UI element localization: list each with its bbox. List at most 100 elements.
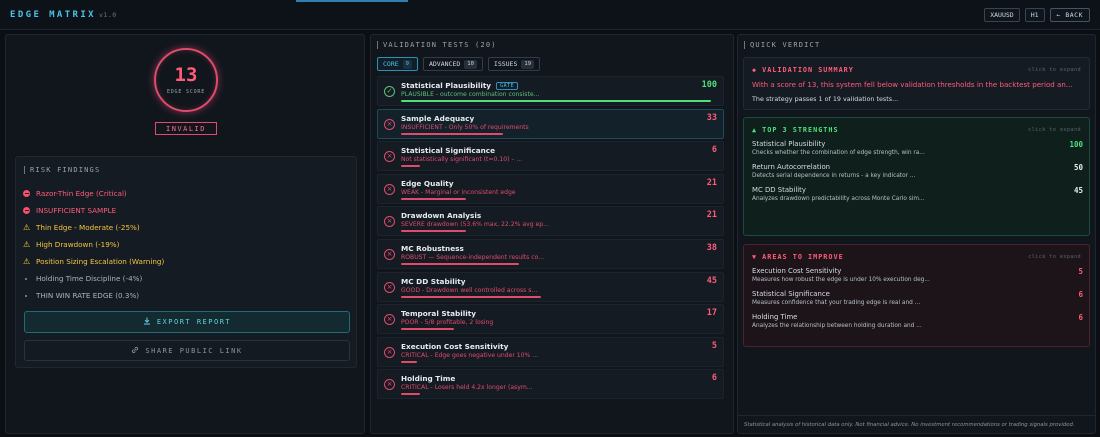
improve-expand-hint[interactable]: click to expand xyxy=(1028,254,1081,260)
test-name: Holding Time xyxy=(401,374,456,384)
test-score-bar xyxy=(401,328,454,331)
risk-finding-icon-wrap xyxy=(23,207,36,214)
improve-item[interactable]: Statistical Significance Measures confide… xyxy=(752,290,1083,313)
test-score: 45 xyxy=(706,275,717,286)
risk-finding-item: Razor-Thin Edge (Critical) xyxy=(23,185,164,202)
fail-x-icon: × xyxy=(384,379,395,391)
validation-test-row[interactable]: × Execution Cost Sensitivity CRITICAL - Ed… xyxy=(377,336,724,367)
test-description: Not statistically significant (t=0.10) –… xyxy=(401,156,523,164)
summary-heading: ◆ VALIDATION SUMMARY xyxy=(752,66,854,74)
test-score: 33 xyxy=(706,112,717,123)
strengths-item-score: 50 xyxy=(1073,163,1083,172)
test-description: WEAK - Marginal or inconsistent edge xyxy=(401,188,516,196)
strengths-item[interactable]: Statistical Plausibility Checks whether t… xyxy=(752,140,1083,163)
summary-expand-hint[interactable]: click to expand xyxy=(1028,67,1081,73)
improve-item[interactable]: Execution Cost Sensitivity Measures how r… xyxy=(752,267,1083,290)
validation-test-row[interactable]: × Statistical Significance Not statistical… xyxy=(377,141,724,172)
risk-finding-label: Razor-Thin Edge (Critical) xyxy=(36,189,127,198)
test-score-bar xyxy=(401,165,420,168)
test-score: 21 xyxy=(706,210,717,221)
score-panel: 13 EDGE SCORE INVALID RISK FINDINGS Razo… xyxy=(5,34,365,434)
strengths-item-desc: Checks whether the combination of edge s… xyxy=(752,150,925,156)
test-name: Edge Quality xyxy=(401,178,454,188)
test-description: CRITICAL - Losers held 4.2x longer (asym… xyxy=(401,384,533,392)
validation-test-row[interactable]: ✓ Statistical Plausibility GATE PLAUSIBLE -… xyxy=(377,76,724,106)
app-title-text: EDGE MATRIX xyxy=(10,10,97,20)
risk-finding-item: ⚠ High Drawdown (-19%) xyxy=(23,236,164,253)
tab-core[interactable]: CORE 9 xyxy=(377,57,418,71)
strengths-item-name: Return Autocorrelation xyxy=(752,163,831,171)
improve-item[interactable]: Holding Time Analyzes the relationship be… xyxy=(752,313,1083,336)
edge-score-value: 13 xyxy=(174,64,198,86)
top-accent-line xyxy=(296,0,408,2)
check-icon: ✓ xyxy=(384,86,395,97)
validation-title: VALIDATION TESTS (20) xyxy=(377,41,497,49)
test-score-bar xyxy=(401,230,466,233)
test-name: Temporal Stability xyxy=(401,309,476,319)
tab-label: ISSUES xyxy=(493,60,518,68)
improve-list: Execution Cost Sensitivity Measures how r… xyxy=(752,267,1083,336)
gate-badge: GATE xyxy=(496,81,519,90)
fail-x-icon: × xyxy=(384,346,395,358)
validation-test-row[interactable]: × MC DD Stability GOOD - Drawdown well con… xyxy=(377,271,724,302)
link-icon xyxy=(131,346,139,356)
bullet-icon xyxy=(25,294,27,297)
test-name-wrap: Statistical Significance xyxy=(401,146,495,155)
risk-finding-label: Holding Time Discipline (-4%) xyxy=(36,274,143,283)
export-report-button[interactable]: EXPORT REPORT xyxy=(24,311,350,333)
risk-finding-label: Position Sizing Escalation (Warning) xyxy=(36,257,165,266)
summary-line-1: With a score of 13, this system fell bel… xyxy=(752,80,1073,89)
validation-panel: VALIDATION TESTS (20) CORE 9 ADVANCED 10 ISS… xyxy=(370,34,734,434)
timeframe-chip[interactable]: H1 xyxy=(1024,8,1045,22)
risk-finding-label: INSUFFICIENT SAMPLE xyxy=(36,206,117,215)
test-description: CRITICAL - Edge goes negative under 10% … xyxy=(401,351,539,359)
warning-icon: ⚠ xyxy=(23,256,31,266)
risk-finding-item: ⚠ Position Sizing Escalation (Warning) xyxy=(23,253,164,270)
tab-advanced[interactable]: ADVANCED 10 xyxy=(422,57,483,71)
verdict-title: QUICK VERDICT xyxy=(744,41,820,49)
test-description: SEVERE drawdown (53.6% max, 22.2% avg ep… xyxy=(401,221,549,229)
tab-count: 10 xyxy=(464,59,477,69)
summary-line-2: The strategy passes 1 of 19 validation t… xyxy=(752,95,899,103)
share-link-button[interactable]: SHARE PUBLIC LINK xyxy=(24,340,350,361)
validation-test-row[interactable]: × Holding Time CRITICAL - Losers held 4.2x… xyxy=(377,369,724,400)
fail-x-icon: × xyxy=(384,183,395,195)
strengths-card[interactable]: ▲ TOP 3 STRENGTHS click to expand Statis… xyxy=(743,117,1090,236)
improve-item-desc: Measures how robust the edge is under 10… xyxy=(752,277,930,283)
tab-count: 19 xyxy=(521,59,535,69)
test-score-bar xyxy=(401,295,541,298)
tab-label: ADVANCED xyxy=(428,60,461,68)
disclaimer-text: Statistical analysis of historical data … xyxy=(744,422,1075,428)
improve-item-score: 6 xyxy=(1078,313,1083,322)
strengths-expand-hint[interactable]: click to expand xyxy=(1028,127,1081,133)
top-actions: XAUUSD H1 ← BACK xyxy=(984,8,1090,22)
back-button[interactable]: ← BACK xyxy=(1049,8,1090,22)
edge-score-label: EDGE SCORE xyxy=(166,89,206,95)
test-name-wrap: MC Robustness xyxy=(401,244,464,253)
strengths-item[interactable]: MC DD Stability Analyzes drawdown predict… xyxy=(752,186,1083,209)
fail-x-icon: × xyxy=(384,248,395,260)
footer-divider xyxy=(738,415,1095,416)
improve-item-score: 6 xyxy=(1078,290,1083,299)
symbol-chip[interactable]: XAUUSD xyxy=(984,8,1020,22)
validation-test-row[interactable]: × Drawdown Analysis SEVERE drawdown (53.6%… xyxy=(377,206,724,237)
share-link-label: SHARE PUBLIC LINK xyxy=(145,346,243,355)
export-report-label: EXPORT REPORT xyxy=(156,318,232,326)
test-name: MC Robustness xyxy=(401,243,464,253)
validation-test-row[interactable]: × Temporal Stability POOR - 5/8 profitable… xyxy=(377,304,724,335)
tab-issues[interactable]: ISSUES 19 xyxy=(487,57,541,71)
validation-test-row[interactable]: × Edge Quality WEAK - Marginal or inconsis… xyxy=(377,173,724,204)
strengths-item[interactable]: Return Autocorrelation Detects serial dep… xyxy=(752,163,1083,186)
download-icon xyxy=(143,317,151,327)
strengths-item-score: 45 xyxy=(1073,186,1083,195)
fail-x-icon: × xyxy=(384,314,395,326)
test-name-wrap: Temporal Stability xyxy=(401,309,476,318)
validation-summary-card[interactable]: ◆ VALIDATION SUMMARY click to expand Wit… xyxy=(743,57,1090,110)
test-score-bar xyxy=(401,197,466,200)
validation-test-row[interactable]: × MC Robustness ROBUST — Sequence-independ… xyxy=(377,238,724,269)
risk-finding-icon-wrap: ⚠ xyxy=(23,223,36,232)
improve-heading: ▼ AREAS TO IMPROVE xyxy=(752,253,844,261)
validation-test-row[interactable]: × Sample Adequacy INSUFFICIENT - Only 50% … xyxy=(377,108,724,139)
improve-card[interactable]: ▼ AREAS TO IMPROVE click to expand Execu… xyxy=(743,244,1090,347)
risk-finding-item: INSUFFICIENT SAMPLE xyxy=(23,202,164,219)
